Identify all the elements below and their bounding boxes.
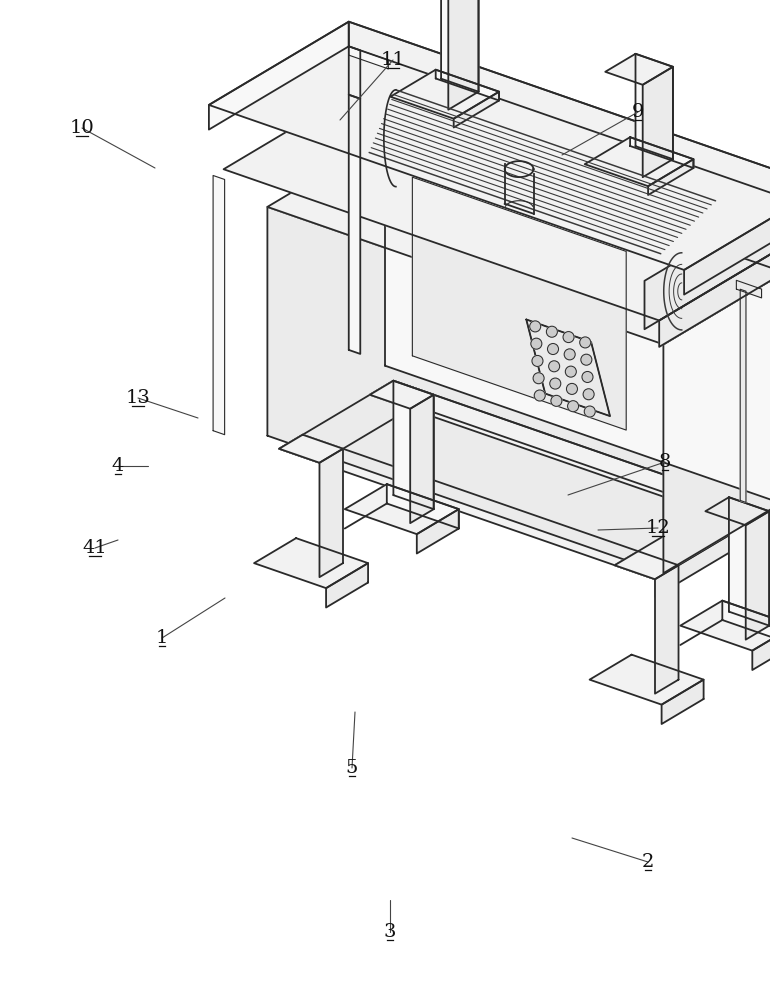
Polygon shape xyxy=(280,381,434,463)
Polygon shape xyxy=(504,161,534,177)
Circle shape xyxy=(532,355,543,366)
Polygon shape xyxy=(349,46,360,99)
Circle shape xyxy=(582,371,593,382)
Polygon shape xyxy=(326,563,368,607)
Polygon shape xyxy=(722,601,770,645)
Text: 2: 2 xyxy=(642,853,654,871)
Polygon shape xyxy=(349,95,770,272)
Polygon shape xyxy=(413,177,626,430)
Circle shape xyxy=(530,321,541,332)
Circle shape xyxy=(564,349,575,360)
Circle shape xyxy=(581,354,592,365)
Polygon shape xyxy=(527,319,610,416)
Polygon shape xyxy=(740,289,746,502)
Text: 12: 12 xyxy=(645,519,671,537)
Polygon shape xyxy=(729,497,769,626)
Polygon shape xyxy=(664,274,770,573)
Polygon shape xyxy=(254,538,368,588)
Text: 9: 9 xyxy=(631,103,644,121)
Text: 1: 1 xyxy=(156,629,168,647)
Polygon shape xyxy=(614,497,769,579)
Polygon shape xyxy=(417,509,459,554)
Polygon shape xyxy=(370,381,769,525)
Circle shape xyxy=(549,361,560,372)
Polygon shape xyxy=(605,54,673,85)
Polygon shape xyxy=(454,92,499,127)
Polygon shape xyxy=(448,0,478,110)
Polygon shape xyxy=(635,54,673,159)
Polygon shape xyxy=(370,381,434,409)
Polygon shape xyxy=(349,22,770,211)
Polygon shape xyxy=(655,511,769,597)
Circle shape xyxy=(584,406,595,417)
Polygon shape xyxy=(390,70,499,119)
Polygon shape xyxy=(280,435,678,579)
Text: 4: 4 xyxy=(112,457,124,475)
Polygon shape xyxy=(436,70,499,100)
Polygon shape xyxy=(393,381,434,509)
Text: 41: 41 xyxy=(82,539,107,557)
Polygon shape xyxy=(441,0,478,92)
Circle shape xyxy=(550,378,561,389)
Polygon shape xyxy=(345,484,459,534)
Circle shape xyxy=(583,389,594,400)
Polygon shape xyxy=(752,626,770,670)
Circle shape xyxy=(534,390,545,401)
Polygon shape xyxy=(681,601,770,651)
Circle shape xyxy=(547,326,557,337)
Circle shape xyxy=(565,366,576,377)
Text: 5: 5 xyxy=(346,759,358,777)
Polygon shape xyxy=(213,175,225,435)
Polygon shape xyxy=(705,497,769,525)
Polygon shape xyxy=(661,680,704,724)
Circle shape xyxy=(567,383,578,394)
Polygon shape xyxy=(648,159,694,195)
Polygon shape xyxy=(209,22,770,270)
Polygon shape xyxy=(630,137,694,168)
Polygon shape xyxy=(267,137,770,344)
Polygon shape xyxy=(644,198,770,329)
Polygon shape xyxy=(584,137,694,186)
Polygon shape xyxy=(320,449,343,577)
Polygon shape xyxy=(614,551,678,579)
Circle shape xyxy=(580,337,591,348)
Polygon shape xyxy=(745,511,769,640)
Circle shape xyxy=(551,395,562,406)
Polygon shape xyxy=(349,95,360,354)
Circle shape xyxy=(547,344,558,355)
Polygon shape xyxy=(393,381,769,529)
Circle shape xyxy=(563,332,574,343)
Polygon shape xyxy=(209,22,349,130)
Polygon shape xyxy=(349,46,388,69)
Polygon shape xyxy=(527,319,610,416)
Text: 8: 8 xyxy=(659,453,671,471)
Polygon shape xyxy=(655,565,678,694)
Text: 10: 10 xyxy=(69,119,95,137)
Polygon shape xyxy=(387,484,459,528)
Polygon shape xyxy=(684,187,770,295)
Polygon shape xyxy=(280,435,343,463)
Text: 13: 13 xyxy=(126,389,150,407)
Polygon shape xyxy=(659,246,770,347)
Polygon shape xyxy=(410,395,434,523)
Polygon shape xyxy=(267,207,664,573)
Circle shape xyxy=(533,373,544,384)
Text: 11: 11 xyxy=(380,51,405,69)
Text: 3: 3 xyxy=(383,923,397,941)
Polygon shape xyxy=(643,67,673,177)
Polygon shape xyxy=(736,280,762,298)
Circle shape xyxy=(531,338,542,349)
Polygon shape xyxy=(590,655,704,705)
Circle shape xyxy=(567,401,578,412)
Polygon shape xyxy=(223,95,770,320)
Polygon shape xyxy=(385,137,770,503)
